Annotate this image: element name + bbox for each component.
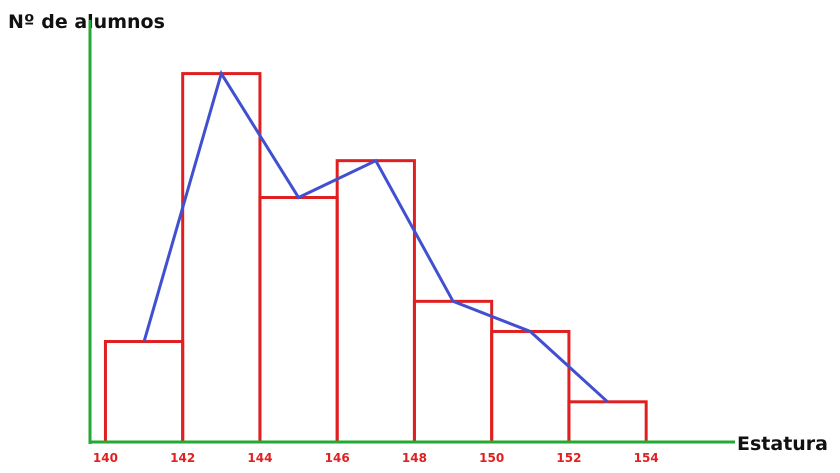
frequency-polygon xyxy=(142,69,609,403)
x-tick-label: 150 xyxy=(479,451,504,465)
x-tick-label: 142 xyxy=(170,451,195,465)
bar xyxy=(335,159,416,444)
y-axis-title: Nº de alumnos xyxy=(8,11,165,33)
x-tick-label: 154 xyxy=(634,451,659,465)
bar xyxy=(567,400,648,444)
bar xyxy=(412,299,494,444)
bar xyxy=(258,196,339,444)
x-tick-label: 144 xyxy=(247,451,272,465)
x-tick-label: 140 xyxy=(93,451,118,465)
x-tick-label: 148 xyxy=(402,451,427,465)
x-axis-title: Estatura xyxy=(737,433,828,455)
bar xyxy=(181,72,262,444)
bar xyxy=(490,329,571,444)
bar xyxy=(103,340,185,444)
x-tick-label: 146 xyxy=(325,451,350,465)
x-tick-label: 152 xyxy=(556,451,581,465)
